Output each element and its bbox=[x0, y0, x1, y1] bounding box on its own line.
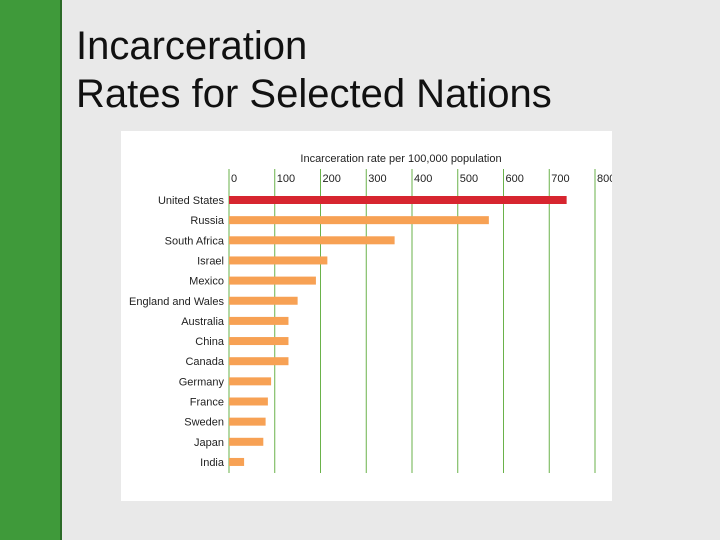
category-label: Japan bbox=[194, 437, 224, 449]
bar-chart: Incarceration rate per 100,000 populatio… bbox=[129, 153, 612, 473]
bar-12 bbox=[229, 437, 264, 446]
category-label: India bbox=[200, 457, 225, 469]
category-label: Germany bbox=[179, 376, 225, 388]
bar-13 bbox=[229, 457, 245, 466]
chart-title: Incarceration rate per 100,000 populatio… bbox=[300, 153, 501, 165]
x-tick-label: 700 bbox=[551, 173, 569, 185]
slide-title-line-2: Rates for Selected Nations bbox=[76, 72, 552, 116]
bars bbox=[229, 196, 567, 466]
bar-2 bbox=[229, 236, 395, 245]
category-label: Australia bbox=[181, 316, 225, 328]
bar-9 bbox=[229, 377, 272, 386]
category-label: Mexico bbox=[189, 276, 224, 288]
bar-1 bbox=[229, 216, 489, 225]
x-tick-label: 600 bbox=[506, 173, 524, 185]
bar-5 bbox=[229, 296, 298, 305]
category-label: France bbox=[190, 397, 224, 409]
x-tick-label: 0 bbox=[231, 173, 237, 185]
bar-10 bbox=[229, 397, 268, 406]
bar-8 bbox=[229, 357, 289, 366]
x-tick-label: 200 bbox=[323, 173, 341, 185]
bar-4 bbox=[229, 276, 316, 285]
x-tick-label: 100 bbox=[277, 173, 295, 185]
category-label: United States bbox=[158, 195, 225, 207]
x-tick-label: 300 bbox=[368, 173, 386, 185]
x-tick-label: 500 bbox=[460, 173, 478, 185]
bar-11 bbox=[229, 417, 266, 426]
bar-3 bbox=[229, 256, 328, 265]
category-label: Israel bbox=[197, 255, 224, 267]
x-tick-label: 400 bbox=[414, 173, 432, 185]
chart-panel: Incarceration rate per 100,000 populatio… bbox=[121, 131, 612, 501]
category-label: Canada bbox=[185, 356, 224, 368]
category-labels: United States Russia South Africa Israel Mex… bbox=[129, 195, 225, 469]
category-label: China bbox=[195, 336, 225, 348]
category-label: South Africa bbox=[165, 235, 225, 247]
category-label: England and Wales bbox=[129, 296, 224, 308]
x-tick-label: 800 bbox=[597, 173, 612, 185]
category-label: Russia bbox=[190, 215, 225, 227]
bar-6 bbox=[229, 316, 289, 325]
bar-0 bbox=[229, 196, 567, 204]
category-label: Sweden bbox=[184, 417, 224, 429]
x-axis-ticks: 0 100 200 300 400 500 600 700 800 bbox=[231, 173, 612, 185]
sidebar-accent-bar bbox=[0, 0, 62, 540]
slide-title: Incarceration Rates for Selected Nations bbox=[76, 22, 552, 118]
slide-title-line-1: Incarceration bbox=[76, 24, 308, 68]
bar-7 bbox=[229, 337, 289, 346]
